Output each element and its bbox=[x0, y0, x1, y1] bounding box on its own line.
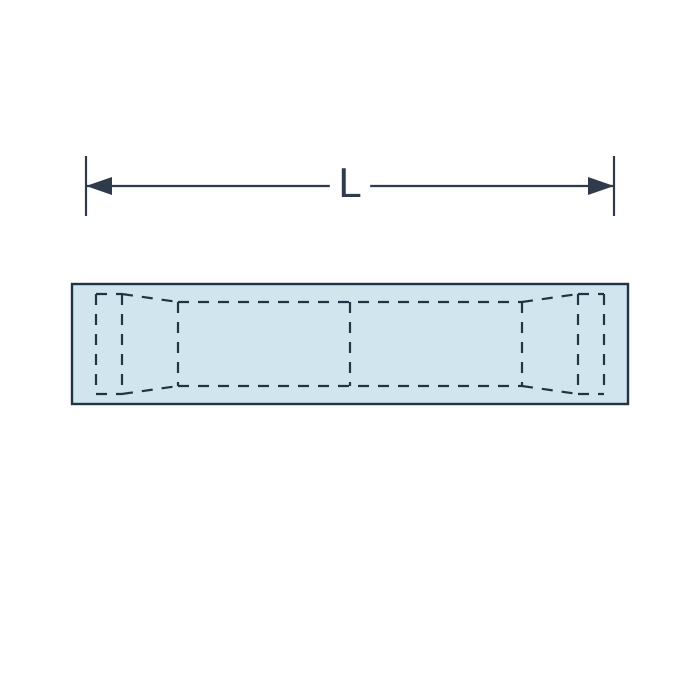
dimension-L: L bbox=[86, 156, 614, 216]
dimension-label: L bbox=[338, 159, 361, 206]
arrow-left bbox=[86, 177, 112, 195]
arrow-right bbox=[588, 177, 614, 195]
technical-drawing: L bbox=[0, 0, 700, 700]
